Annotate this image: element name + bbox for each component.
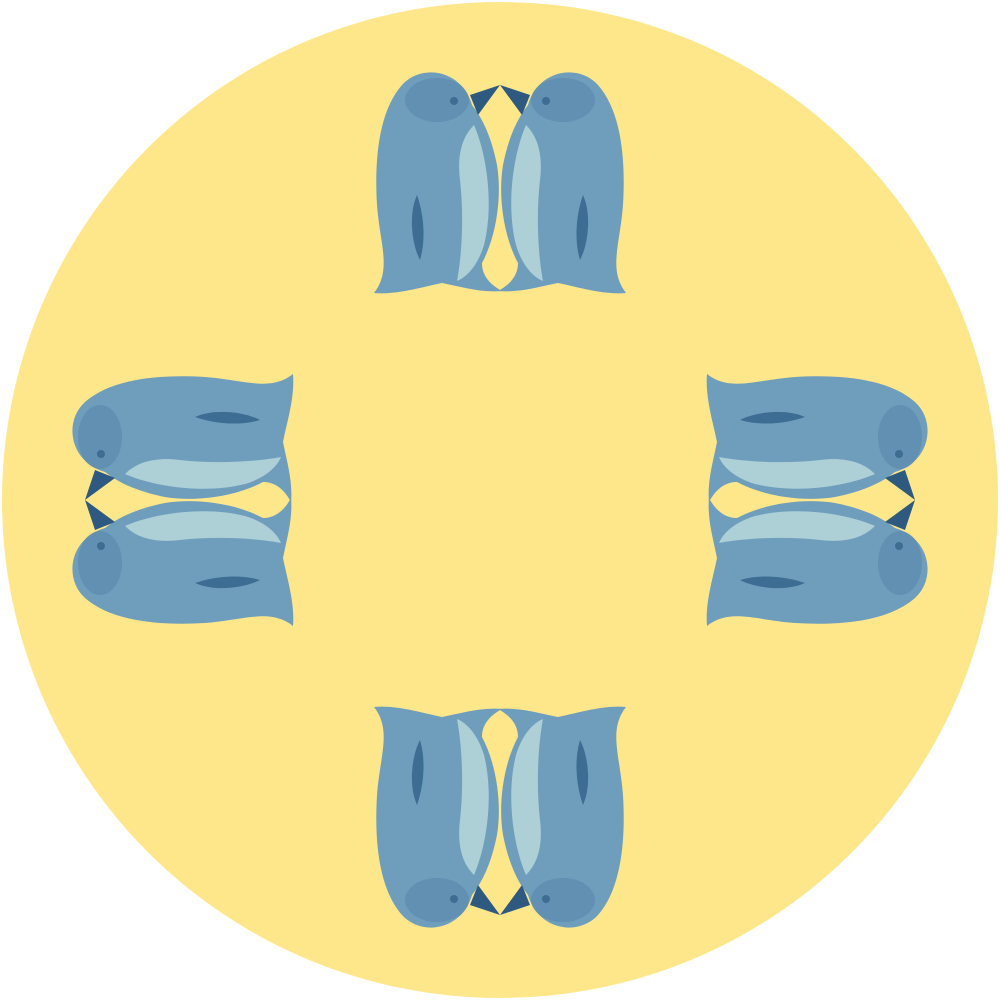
yellow-plate-circle <box>2 2 998 998</box>
plate-svg <box>0 0 1000 1000</box>
plate-design <box>0 0 1000 1000</box>
